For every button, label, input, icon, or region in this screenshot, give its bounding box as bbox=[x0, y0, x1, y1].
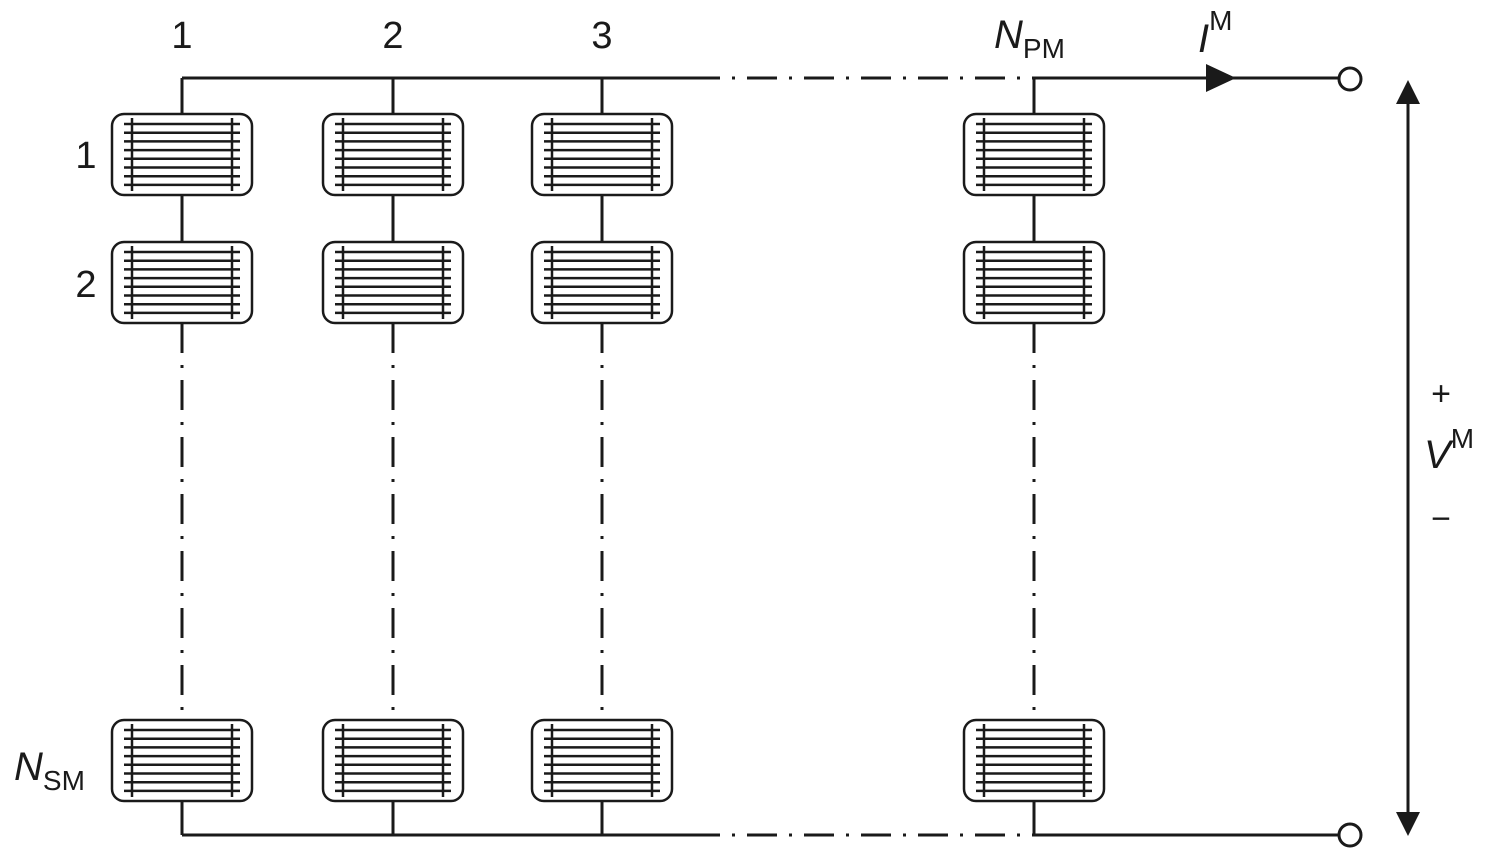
voltage-arrow-up-icon bbox=[1396, 80, 1420, 104]
bottom-terminal bbox=[1337, 822, 1363, 848]
npm-symbol: N bbox=[994, 13, 1023, 57]
pv-module-1-2 bbox=[110, 240, 254, 325]
top-terminal bbox=[1337, 66, 1363, 92]
pv-module-npm-1 bbox=[962, 112, 1106, 197]
module-frame bbox=[530, 240, 674, 325]
pv-module-1-1 bbox=[110, 112, 254, 197]
voltage-superscript: M bbox=[1451, 423, 1474, 454]
module-frame bbox=[321, 718, 465, 803]
pv-module-3-nsm bbox=[530, 718, 674, 803]
current-superscript: M bbox=[1209, 5, 1232, 36]
voltage-plus: + bbox=[1431, 375, 1451, 413]
nsm-symbol: N bbox=[14, 745, 43, 789]
pv-module-npm-2 bbox=[962, 240, 1106, 325]
pv-module-3-1 bbox=[530, 112, 674, 197]
voltage-arrow-down-icon bbox=[1396, 812, 1420, 836]
pv-module-2-1 bbox=[321, 112, 465, 197]
npm-label: NPM bbox=[994, 13, 1065, 64]
pv-module-1-nsm bbox=[110, 718, 254, 803]
module-frame bbox=[110, 718, 254, 803]
strings-group bbox=[110, 78, 1106, 835]
module-frame bbox=[110, 112, 254, 197]
module-frame bbox=[110, 240, 254, 325]
module-frame bbox=[530, 112, 674, 197]
nsm-label: NSM bbox=[14, 745, 85, 796]
pv-module-npm-nsm bbox=[962, 718, 1106, 803]
voltage-label: VM bbox=[1424, 423, 1474, 477]
current-label: IM bbox=[1198, 5, 1232, 61]
module-frame bbox=[962, 240, 1106, 325]
column-label-2: 2 bbox=[382, 15, 403, 57]
npm-subscript: PM bbox=[1023, 33, 1065, 64]
pv-module-2-nsm bbox=[321, 718, 465, 803]
current-symbol: I bbox=[1198, 17, 1209, 61]
module-frame bbox=[321, 112, 465, 197]
module-frame bbox=[962, 112, 1106, 197]
current-arrow-icon bbox=[1206, 64, 1236, 92]
module-frame bbox=[962, 718, 1106, 803]
row-label-2: 2 bbox=[75, 264, 96, 306]
module-frame bbox=[321, 240, 465, 325]
voltage-symbol: V bbox=[1424, 433, 1454, 477]
module-frame bbox=[530, 718, 674, 803]
column-label-3: 3 bbox=[591, 15, 612, 57]
voltage-minus: − bbox=[1431, 500, 1451, 538]
nsm-subscript: SM bbox=[43, 765, 85, 796]
pv-module-2-2 bbox=[321, 240, 465, 325]
row-label-1: 1 bbox=[75, 135, 96, 177]
column-label-1: 1 bbox=[171, 15, 192, 57]
pv-module-3-2 bbox=[530, 240, 674, 325]
